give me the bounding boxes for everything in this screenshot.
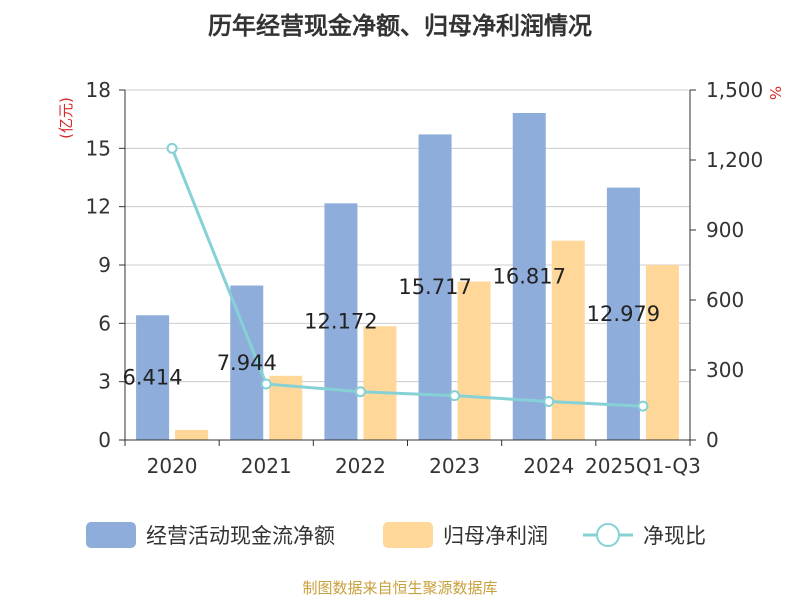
bar	[645, 265, 679, 440]
axes: 0 3 6 9 12 15 18 0 300 600 900 1,200 1,500 (亿元)% 2020 2…	[57, 78, 784, 478]
data-label: 12.979	[587, 302, 660, 326]
y-right-tick-label: 600	[706, 288, 744, 312]
ratio-line-path	[170, 147, 643, 408]
y-left-tick-label: 15	[86, 136, 111, 160]
chart-title: 历年经营现金净额、归母净利润情况	[208, 12, 592, 40]
y-left-tick-label: 0	[98, 428, 111, 452]
y-right-tick-label: 900	[706, 218, 744, 242]
y-right-tick-label: 0	[706, 428, 719, 452]
y-left-axis-label: (亿元)	[57, 97, 75, 139]
legend-swatch	[86, 522, 136, 548]
data-labels: 6.414 7.944 12.172 15.717 16.817 12.979	[123, 265, 661, 390]
source-note: 制图数据来自恒生聚源数据库	[302, 579, 498, 597]
legend-label: 净现比	[643, 524, 706, 548]
legend-label: 经营活动现金流净额	[146, 524, 335, 548]
x-tick-label: 2023	[429, 454, 480, 478]
line-point	[449, 390, 461, 402]
grid-lines	[125, 89, 690, 383]
data-label: 15.717	[398, 275, 471, 299]
y-right-tick-label: 1,200	[706, 148, 763, 172]
bar	[512, 113, 546, 440]
x-tick-label: 2025Q1-Q3	[585, 454, 701, 478]
y-right-tick-label: 300	[706, 358, 744, 382]
data-label: 16.817	[493, 265, 566, 289]
bar	[175, 429, 209, 440]
data-label: 7.944	[217, 351, 277, 375]
line-point	[166, 142, 178, 154]
ratio-line	[166, 142, 649, 412]
line-point	[543, 396, 555, 407]
x-tick-label: 2024	[523, 454, 574, 478]
x-tick-label: 2021	[241, 454, 292, 478]
data-label: 12.172	[304, 310, 377, 334]
data-label: 6.414	[123, 366, 183, 390]
y-right-axis-label: %	[766, 86, 784, 100]
line-point	[354, 386, 366, 398]
y-left-tick-label: 3	[98, 370, 111, 394]
legend-swatch	[383, 522, 433, 548]
legend-marker	[596, 523, 620, 547]
y-left-tick-label: 6	[98, 311, 111, 335]
y-left-tick-label: 9	[98, 253, 111, 277]
legend[interactable]: 经营活动现金流净额 归母净利润 净现比	[86, 522, 706, 548]
line-point	[637, 400, 649, 412]
y-left-tick-label: 18	[86, 78, 111, 102]
x-tick-label: 2022	[335, 454, 386, 478]
y-left-tick-label: 12	[86, 195, 111, 219]
y-right-tick-label: 1,500	[706, 78, 763, 102]
x-tick-label: 2020	[147, 454, 198, 478]
bar	[606, 187, 640, 440]
bar	[418, 134, 452, 440]
bar	[363, 326, 397, 440]
bar	[457, 281, 491, 440]
bars	[136, 113, 679, 440]
legend-label: 归母净利润	[443, 524, 548, 548]
bar	[551, 240, 585, 440]
bar	[136, 315, 170, 440]
bar	[324, 203, 358, 440]
line-point	[260, 378, 272, 390]
